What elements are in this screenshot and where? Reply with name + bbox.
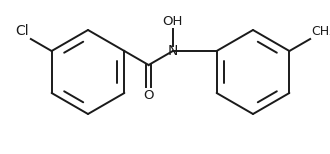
Text: N: N bbox=[168, 44, 178, 58]
Text: Cl: Cl bbox=[15, 24, 29, 38]
Text: O: O bbox=[143, 89, 154, 102]
Text: OH: OH bbox=[163, 15, 183, 28]
Text: CH₃: CH₃ bbox=[311, 25, 330, 38]
